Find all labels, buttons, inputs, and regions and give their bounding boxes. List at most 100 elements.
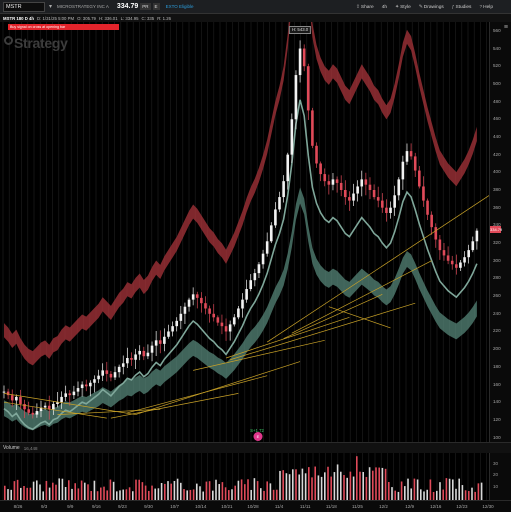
x-tick: 10/28	[247, 504, 259, 509]
candle-body	[84, 384, 88, 387]
y-tick: 200	[493, 346, 501, 352]
help-button[interactable]: ?Help	[479, 4, 493, 10]
volume-bar	[429, 479, 432, 500]
candle-body	[434, 227, 438, 240]
candle-body	[409, 151, 413, 157]
volume-bar	[461, 485, 464, 500]
volume-bar	[468, 491, 470, 500]
y-tick: 460	[493, 116, 501, 122]
style-icon: ✦	[395, 4, 400, 10]
candle-body	[352, 193, 355, 201]
event-marker[interactable]: E	[253, 432, 263, 441]
volume-bar	[205, 481, 208, 500]
candle-body	[47, 405, 51, 410]
volume-bar	[388, 482, 390, 500]
volume-bar	[423, 491, 425, 500]
volume-bar	[272, 489, 275, 500]
candle-body	[2, 391, 6, 393]
badge-pr[interactable]: PR	[140, 3, 151, 10]
volume-bar	[96, 491, 99, 500]
y-tick: 560	[493, 27, 501, 33]
volume-bar	[285, 473, 288, 500]
volume-bar	[32, 481, 35, 500]
axis-settings-icon[interactable]: ≡	[503, 24, 508, 31]
volume-bar	[231, 489, 233, 500]
trendline	[127, 375, 268, 414]
candle-body	[101, 370, 104, 376]
candle-body	[356, 186, 359, 194]
volume-bar	[135, 479, 137, 500]
volume-bar	[346, 477, 348, 500]
volume-bar	[247, 479, 249, 500]
volume-bar	[436, 490, 438, 500]
volume-bar	[13, 481, 16, 500]
volume-bar	[144, 485, 147, 500]
share-button[interactable]: ⇪Share	[355, 4, 374, 10]
volume-bar	[138, 479, 140, 500]
exto-eligible-label[interactable]: EXTO Eligible	[165, 4, 194, 9]
symbol-input[interactable]: MSTR	[3, 1, 45, 12]
time-axis[interactable]: 8/26 9/3 9/9 9/16 9/23 9/30 10/7 10/14 10/21 10/2…	[0, 500, 511, 512]
volume-chart[interactable]	[0, 453, 489, 500]
volume-bar	[20, 487, 22, 500]
interval-button[interactable]: 4h	[381, 4, 388, 10]
x-tick: 12/16	[430, 504, 442, 509]
volume-bar	[90, 490, 92, 500]
volume-bar	[42, 491, 44, 500]
volume-bar	[71, 488, 73, 500]
volume-bar	[186, 490, 188, 500]
volume-bar	[148, 490, 150, 500]
style-button[interactable]: ✦Style	[395, 4, 411, 10]
volume-bar	[125, 489, 128, 500]
y-tick: 480	[493, 98, 501, 104]
volume-bar	[23, 485, 25, 500]
drawings-button[interactable]: ✎Drawings	[418, 4, 444, 10]
volume-bar	[317, 475, 320, 500]
candle-body	[282, 181, 285, 198]
trendline	[135, 361, 301, 415]
price-chart[interactable]: Buy signal on cross at opening bar Strat…	[0, 22, 489, 442]
volume-bar	[452, 479, 454, 500]
volume-bar	[154, 488, 156, 500]
volume-bar	[164, 483, 166, 500]
volume-bar	[477, 483, 480, 500]
trendline	[283, 294, 383, 339]
volume-bar	[29, 487, 32, 500]
volume-axis: 30 20 10	[489, 453, 511, 500]
candle-body	[113, 372, 117, 378]
volume-bar	[103, 486, 105, 500]
candle-body	[389, 207, 392, 213]
volume-bar	[336, 464, 339, 500]
candle-body	[10, 395, 14, 401]
dropdown-icon[interactable]: ▾	[49, 3, 53, 10]
candle-body	[274, 209, 277, 226]
volume-bar	[324, 472, 326, 500]
y-tick: 240	[493, 310, 501, 316]
trendline	[193, 339, 325, 371]
studies-button[interactable]: ƒStudies	[451, 4, 472, 10]
candle-body	[191, 294, 195, 300]
badge-e[interactable]: E	[152, 3, 160, 10]
candle-body	[35, 411, 39, 415]
studies-icon: ƒ	[451, 4, 455, 10]
trendline	[57, 408, 161, 415]
volume-bar	[333, 472, 336, 500]
y-tick: 440	[493, 133, 501, 139]
y-tick: 340	[493, 222, 501, 228]
price-chart-svg[interactable]	[0, 22, 489, 442]
volume-chart-svg[interactable]	[0, 453, 489, 500]
vol-tick-10: 10	[493, 484, 499, 489]
vol-tick-20: 20	[493, 472, 499, 477]
trendline	[110, 393, 239, 419]
volume-bar	[407, 478, 409, 500]
candle-body	[401, 161, 405, 180]
candle-body	[167, 331, 170, 337]
x-tick: 9/3	[40, 504, 48, 509]
candle-body	[224, 326, 228, 332]
price-axis[interactable]: ≡ 560 540 520 500 480 460 440 420 400 380 360 340 32…	[489, 22, 511, 442]
volume-bar	[378, 467, 380, 500]
candle-body	[130, 358, 133, 360]
info-low: L: 334.95	[120, 15, 139, 21]
volume-bar	[160, 482, 163, 500]
alert-strip[interactable]: Buy signal on cross at opening bar	[8, 24, 119, 30]
